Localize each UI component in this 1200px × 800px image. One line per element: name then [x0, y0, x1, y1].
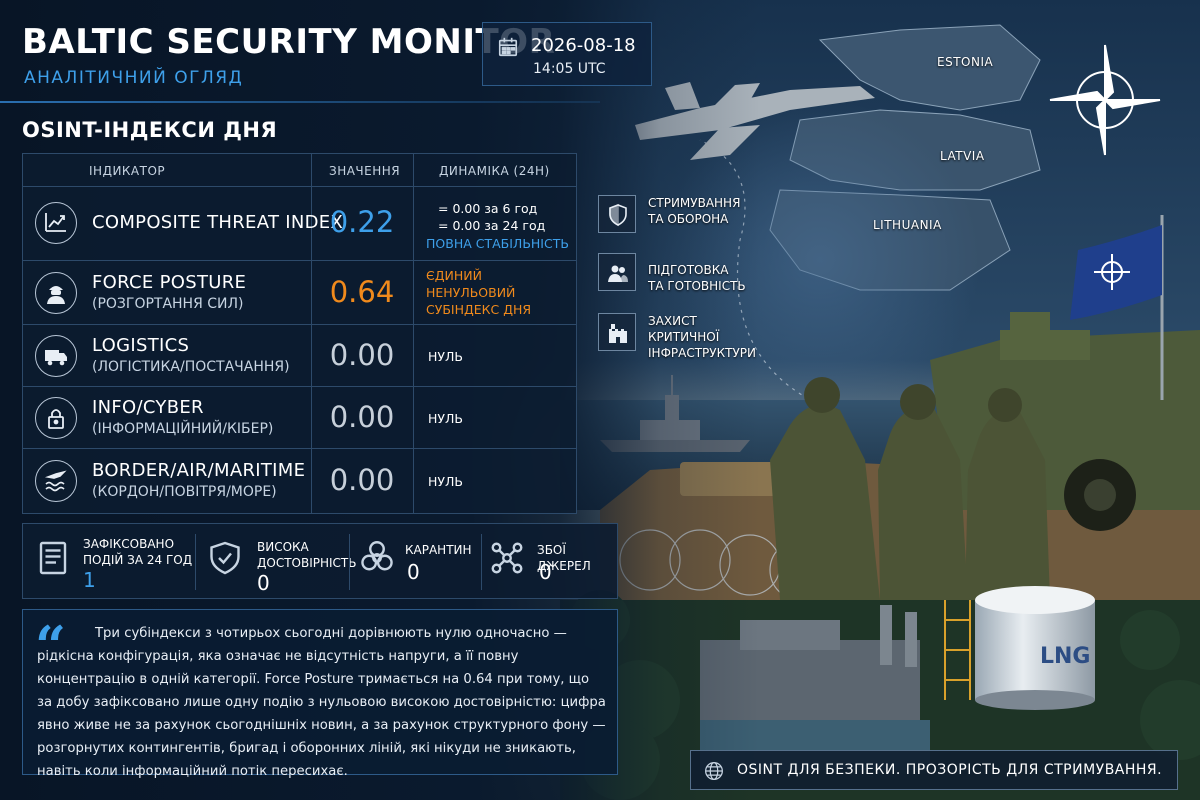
dynamics-status: ПОВНА СТАБІЛЬНІСТЬ [426, 236, 569, 251]
indicator-name: BORDER/AIR/MARITIME [92, 460, 306, 481]
stat-high-reliability: ВИСОКА ДОСТОВІРНІСТЬ 0 [197, 524, 357, 598]
header-divider [0, 101, 600, 103]
biohazard-icon [361, 541, 393, 571]
shield-check-icon [210, 541, 240, 575]
map-label-estonia: ESTONIA [937, 55, 994, 69]
stat-label: ВИСОКА [257, 540, 309, 554]
stat-label: ДОСТОВІРНІСТЬ [257, 556, 357, 570]
feature-text: ПІДГОТОВКА ТА ГОТОВНІСТЬ [648, 262, 768, 294]
feature-line: ЗАХИСТ [648, 314, 697, 328]
padlock-icon [35, 397, 77, 439]
footer-tagline-box: OSINT ДЛЯ БЕЗПЕКИ. ПРОЗОРІСТЬ ДЛЯ СТРИМУ… [690, 750, 1178, 790]
dynamics-line: НЕНУЛЬОВИЙ [426, 285, 516, 300]
page-subtitle: АНАЛІТИЧНИЙ ОГЛЯД [24, 68, 244, 88]
stat-value: 1 [83, 568, 96, 592]
network-nodes-icon [491, 542, 523, 574]
map-label-lithuania: LITHUANIA [873, 218, 942, 232]
indicator-name: FORCE POSTURE [92, 272, 247, 293]
soldier-icon [35, 272, 77, 314]
stat-value: 0 [257, 571, 270, 595]
table-row: LOGISTICS (ЛОГІСТИКА/ПОСТАЧАННЯ) 0.00 НУ… [23, 324, 576, 386]
indicator-name: LOGISTICS [92, 335, 190, 356]
dynamics-line: НУЛЬ [428, 474, 463, 489]
table-row: FORCE POSTURE (РОЗГОРТАННЯ СИЛ) 0.64 ЄДИ… [23, 260, 576, 324]
map-label-latvia: LATVIA [940, 149, 985, 163]
commentary-text: Три субіндекси з чотирьох сьогодні дорів… [37, 626, 606, 779]
indicator-name: INFO/CYBER [92, 397, 204, 418]
footer-tagline: OSINT ДЛЯ БЕЗПЕКИ. ПРОЗОРІСТЬ ДЛЯ СТРИМУ… [737, 762, 1163, 778]
stat-label: ПОДІЙ ЗА 24 ГОД [83, 553, 193, 567]
dynamics-line: = 0.00 за 6 год [438, 201, 538, 216]
quote-mark-icon: “ [35, 614, 67, 678]
feature-line: ТА ОБОРОНА [648, 212, 729, 226]
stat-events: ЗАФІКСОВАНО ПОДІЙ ЗА 24 ГОД 1 [23, 524, 193, 598]
plane-waves-icon [35, 460, 77, 502]
stat-quarantine: КАРАНТИН 0 [351, 524, 481, 598]
analyst-commentary: “ Три субіндекси з чотирьох сьогодні дор… [22, 609, 618, 779]
indicator-subtitle: (КОРДОН/ПОВІТРЯ/МОРЕ) [92, 484, 277, 500]
indicator-value: 0.00 [329, 338, 395, 372]
column-divider [413, 154, 414, 513]
stat-divider [481, 534, 482, 590]
dynamics-line: НУЛЬ [428, 349, 463, 364]
dynamics-line: НУЛЬ [428, 411, 463, 426]
indicator-name: COMPOSITE THREAT INDEX [92, 212, 344, 233]
indicator-value: 0.00 [329, 463, 395, 497]
indicator-value: 0.22 [329, 205, 395, 239]
document-icon [39, 541, 67, 575]
indicator-value: 0.00 [329, 400, 395, 434]
castle-icon [598, 313, 636, 351]
shield-icon [598, 195, 636, 233]
column-header-indicator: ІНДИКАТОР [89, 164, 166, 178]
feature-line: СТРИМУВАННЯ [648, 196, 741, 210]
stat-divider [195, 534, 196, 590]
indicator-subtitle: (ЛОГІСТИКА/ПОСТАЧАННЯ) [92, 359, 290, 375]
datetime-box: 2026-08-18 14:05 UTC [482, 22, 652, 86]
lng-tank-label: LNG [1040, 644, 1091, 669]
column-header-value: ЗНАЧЕННЯ [329, 164, 401, 178]
stat-value: 0 [407, 560, 420, 584]
feature-text: ЗАХИСТ КРИТИЧНОЇ ІНФРАСТРУКТУРИ [648, 313, 768, 361]
stat-label: ЗБОЇ ДЖЕРЕЛ [537, 543, 591, 573]
indicator-subtitle: (РОЗГОРТАННЯ СИЛ) [92, 296, 244, 312]
stat-value: 0 [539, 560, 552, 584]
people-icon [598, 253, 636, 291]
stat-source-failures: ЗБОЇ ДЖЕРЕЛ 0 [483, 524, 617, 598]
table-row: INFO/CYBER (ІНФОРМАЦІЙНИЙ/КІБЕР) 0.00 НУ… [23, 386, 576, 448]
event-stats-strip: ЗАФІКСОВАНО ПОДІЙ ЗА 24 ГОД 1 ВИСОКА ДОС… [22, 523, 618, 599]
section-title: OSINT-ІНДЕКСИ ДНЯ [22, 118, 278, 142]
report-date: 2026-08-18 [531, 35, 636, 56]
trend-chart-icon [35, 202, 77, 244]
dynamics-line: СУБІНДЕКС ДНЯ [426, 302, 532, 317]
feature-line: ІНФРАСТРУКТУРИ [648, 346, 756, 360]
feature-line: КРИТИЧНОЇ [648, 330, 720, 344]
globe-icon [705, 762, 723, 780]
feature-line: ТА ГОТОВНІСТЬ [648, 279, 746, 293]
page-title: BALTIC SECURITY MONITOR [22, 22, 556, 62]
feature-text: СТРИМУВАННЯ ТА ОБОРОНА [648, 195, 768, 227]
stat-label: ЗАФІКСОВАНО [83, 537, 175, 551]
osint-index-table: ІНДИКАТОР ЗНАЧЕННЯ ДИНАМІКА (24Н) COMPOS… [22, 153, 577, 514]
dynamics-line: = 0.00 за 24 год [438, 218, 546, 233]
dynamics-line: ЄДИНИЙ [426, 268, 482, 283]
stat-label: КАРАНТИН [405, 543, 472, 557]
report-time: 14:05 UTC [533, 61, 606, 77]
calendar-icon [498, 37, 518, 57]
truck-icon [35, 335, 77, 377]
indicator-subtitle: (ІНФОРМАЦІЙНИЙ/КІБЕР) [92, 421, 274, 437]
indicator-value: 0.64 [329, 275, 395, 309]
feature-line: ПІДГОТОВКА [648, 263, 729, 277]
column-divider [311, 154, 312, 513]
stat-divider [349, 534, 350, 590]
table-row: COMPOSITE THREAT INDEX 0.22 = 0.00 за 6 … [23, 186, 576, 260]
column-header-dynamics: ДИНАМІКА (24Н) [439, 164, 550, 178]
table-row: BORDER/AIR/MARITIME (КОРДОН/ПОВІТРЯ/МОРЕ… [23, 448, 576, 513]
